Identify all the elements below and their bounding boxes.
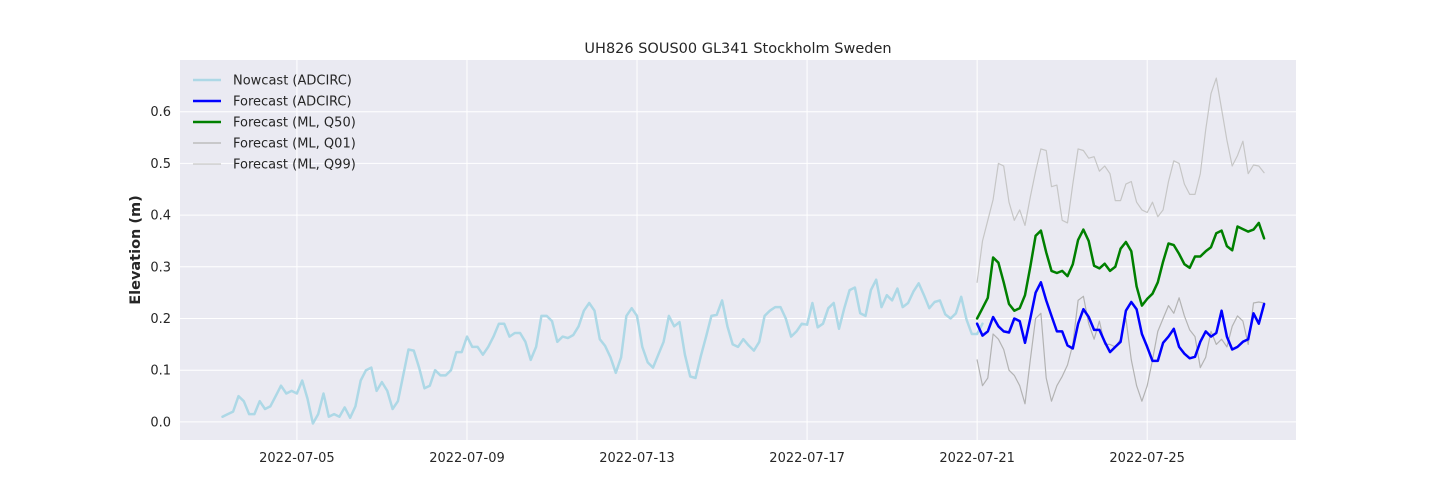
legend-label: Nowcast (ADCIRC) (233, 74, 352, 89)
y-tick-label: 0.4 (150, 209, 171, 224)
chart-title: UH826 SOUS00 GL341 Stockholm Sweden (584, 41, 891, 57)
y-tick-label: 0.3 (150, 260, 171, 275)
y-tick-label: 0.1 (150, 364, 171, 379)
x-tick-label: 2022-07-13 (599, 451, 675, 466)
series-line-4 (976, 77, 1265, 283)
series-lines (221, 77, 1266, 425)
x-tick-label: 2022-07-09 (429, 451, 505, 466)
plot-area (180, 60, 1296, 440)
y-tick-label: 0.5 (150, 157, 171, 172)
x-tick-label: 2022-07-17 (769, 451, 845, 466)
x-tick-label: 2022-07-21 (939, 451, 1015, 466)
legend-label: Forecast (ML, Q50) (233, 116, 356, 131)
y-axis-ticks: 0.0 0.1 0.2 0.3 0.4 0.5 0.6 (150, 105, 171, 430)
legend-label: Forecast (ML, Q01) (233, 137, 356, 152)
y-tick-label: 0.0 (150, 415, 171, 430)
x-tick-label: 2022-07-05 (259, 451, 335, 466)
y-axis-label: Elevation (m) (128, 195, 144, 305)
legend-label: Forecast (ADCIRC) (233, 95, 352, 110)
y-tick-label: 0.6 (150, 105, 171, 120)
legend: Nowcast (ADCIRC) Forecast (ADCIRC) Forecas… (193, 74, 356, 173)
series-line-2 (975, 221, 1266, 320)
series-line-1 (975, 281, 1266, 363)
x-tick-label: 2022-07-25 (1109, 451, 1185, 466)
series-line-0 (221, 278, 984, 425)
x-axis-ticks: 2022-07-05 2022-07-09 2022-07-13 2022-07-17… (259, 451, 1185, 466)
y-tick-label: 0.2 (150, 312, 171, 327)
legend-label: Forecast (ML, Q99) (233, 158, 356, 173)
